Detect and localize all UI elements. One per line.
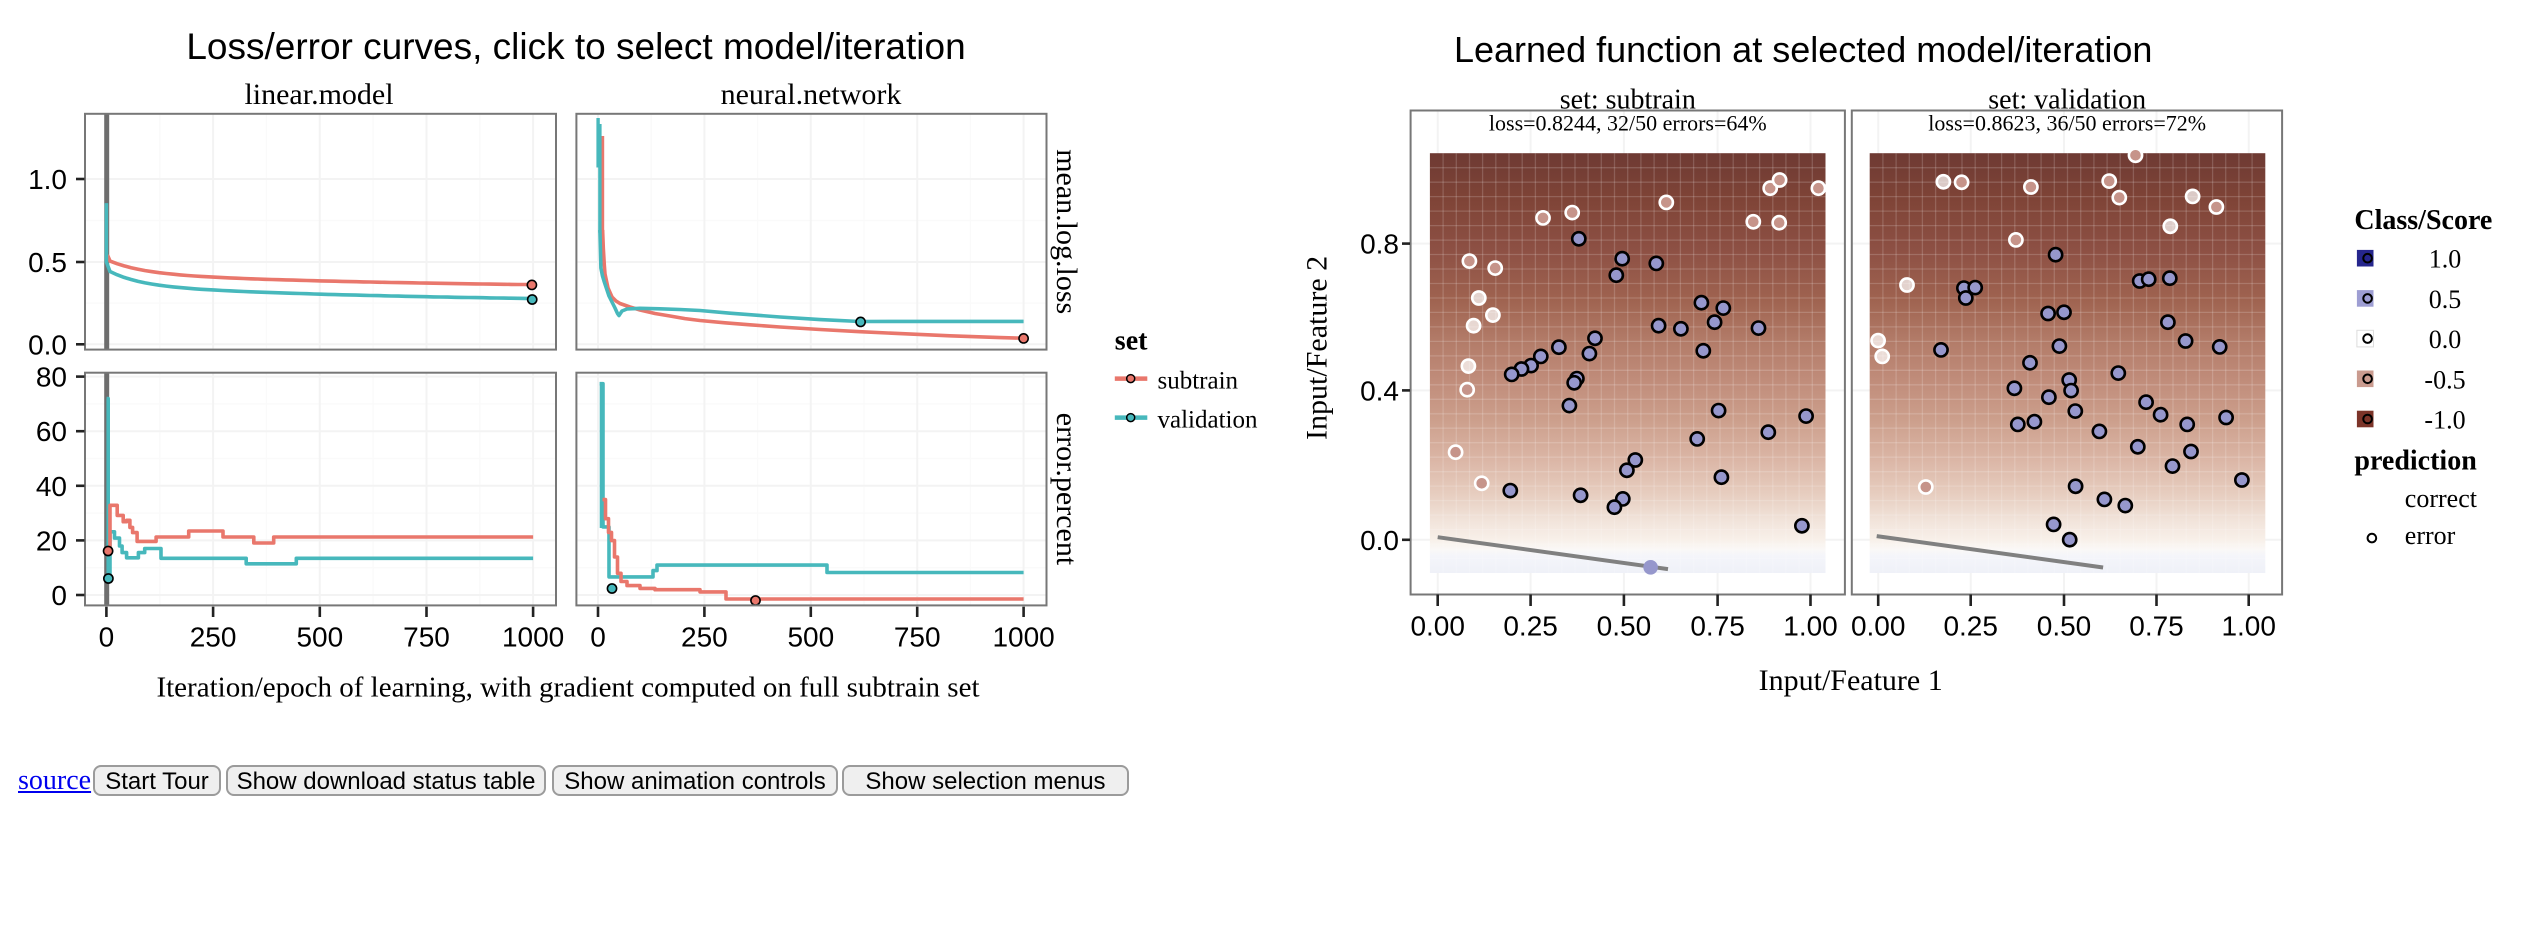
- svg-text:prediction: prediction: [2354, 446, 2477, 477]
- svg-text:1.00: 1.00: [2221, 611, 2276, 642]
- svg-text:error: error: [2405, 521, 2456, 550]
- svg-text:0.0: 0.0: [1360, 525, 1399, 556]
- svg-text:Class/Score: Class/Score: [2354, 205, 2492, 236]
- svg-text:set: set: [1115, 326, 1148, 357]
- svg-text:0.00: 0.00: [1410, 611, 1465, 642]
- svg-text:Input/Feature 2: Input/Feature 2: [1300, 256, 1333, 440]
- svg-text:0.4: 0.4: [1360, 375, 1399, 406]
- svg-text:0: 0: [51, 580, 67, 611]
- svg-text:-1.0: -1.0: [2424, 406, 2465, 435]
- svg-text:250: 250: [681, 622, 728, 653]
- svg-text:0.25: 0.25: [1503, 611, 1558, 642]
- svg-text:0.50: 0.50: [1597, 611, 1652, 642]
- svg-text:80: 80: [36, 362, 67, 393]
- svg-text:1.00: 1.00: [1783, 611, 1838, 642]
- svg-text:0.8: 0.8: [1360, 229, 1399, 260]
- svg-text:0.50: 0.50: [2037, 611, 2092, 642]
- svg-text:Learned function at selected m: Learned function at selected model/itera…: [1454, 29, 2152, 70]
- svg-text:Iteration/epoch of learning, w: Iteration/epoch of learning, with gradie…: [156, 672, 979, 704]
- svg-text:60: 60: [36, 416, 67, 447]
- svg-text:0.25: 0.25: [1943, 611, 1998, 642]
- svg-text:Loss/error curves, click to se: Loss/error curves, click to select model…: [186, 26, 965, 67]
- svg-text:250: 250: [190, 622, 237, 653]
- svg-text:500: 500: [787, 622, 834, 653]
- svg-text:0: 0: [99, 622, 115, 653]
- svg-text:0.75: 0.75: [2129, 611, 2184, 642]
- svg-text:0.00: 0.00: [1851, 611, 1906, 642]
- svg-text:1.0: 1.0: [28, 164, 67, 195]
- svg-text:0.0: 0.0: [28, 329, 67, 360]
- svg-text:neural.network: neural.network: [721, 78, 902, 111]
- svg-text:Input/Feature 1: Input/Feature 1: [1759, 664, 1943, 697]
- svg-text:500: 500: [296, 622, 343, 653]
- svg-text:loss=0.8244, 32/50 errors=64%: loss=0.8244, 32/50 errors=64%: [1489, 111, 1767, 136]
- svg-text:0.5: 0.5: [2429, 285, 2462, 314]
- svg-text:0: 0: [590, 622, 606, 653]
- svg-text:20: 20: [36, 525, 67, 556]
- svg-text:1.0: 1.0: [2429, 245, 2462, 274]
- svg-text:error.percent: error.percent: [1050, 413, 1083, 566]
- svg-text:750: 750: [894, 622, 941, 653]
- svg-text:1000: 1000: [502, 622, 564, 653]
- svg-text:0.5: 0.5: [28, 247, 67, 278]
- svg-text:750: 750: [403, 622, 450, 653]
- svg-text:-0.5: -0.5: [2424, 365, 2465, 394]
- svg-text:0.75: 0.75: [1690, 611, 1745, 642]
- svg-text:validation: validation: [1158, 407, 1258, 434]
- svg-text:correct: correct: [2405, 484, 2478, 513]
- svg-text:0.0: 0.0: [2429, 325, 2462, 354]
- svg-text:subtrain: subtrain: [1158, 367, 1239, 394]
- svg-text:linear.model: linear.model: [244, 78, 393, 111]
- svg-text:1000: 1000: [992, 622, 1054, 653]
- svg-text:40: 40: [36, 471, 67, 502]
- svg-text:mean.log.loss: mean.log.loss: [1050, 149, 1083, 314]
- svg-text:loss=0.8623, 36/50 errors=72%: loss=0.8623, 36/50 errors=72%: [1928, 111, 2206, 136]
